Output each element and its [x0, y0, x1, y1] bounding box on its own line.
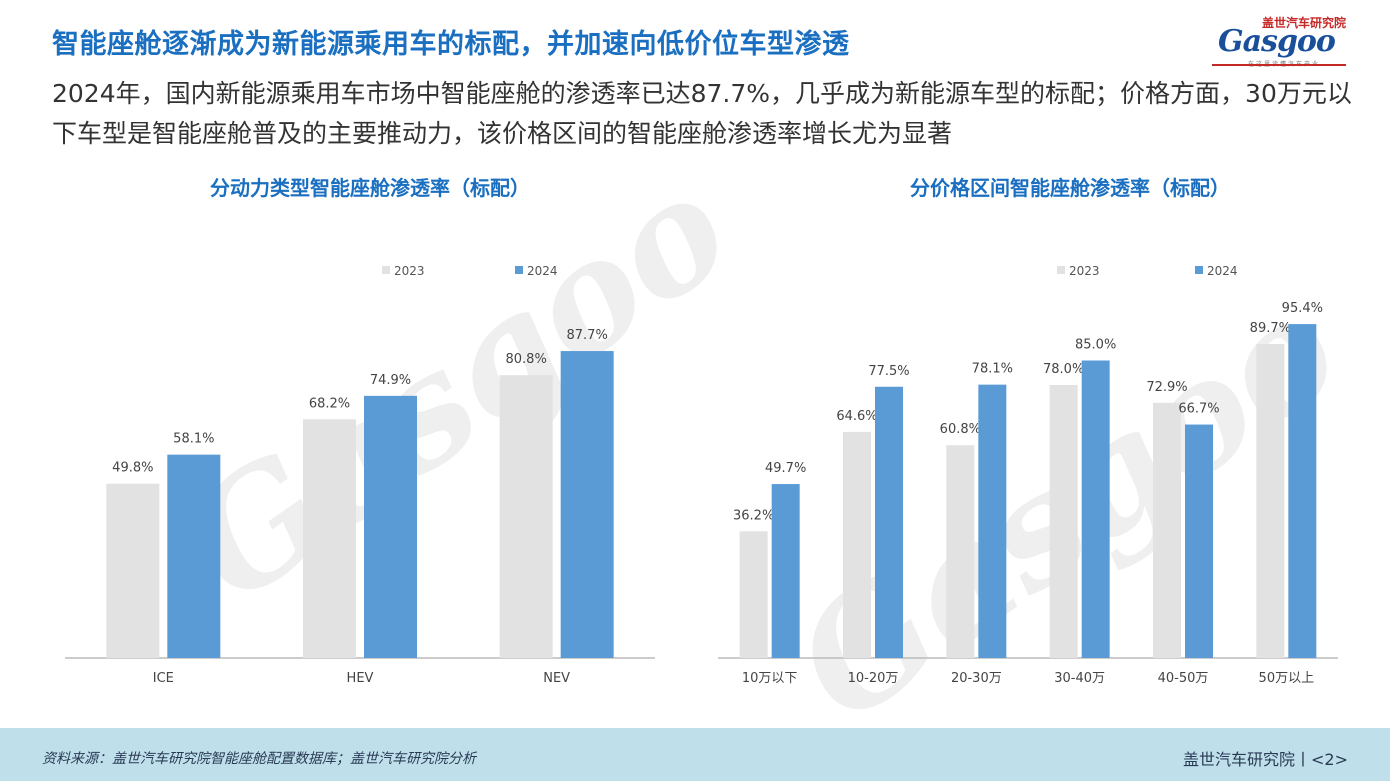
- bar-2023: [303, 419, 356, 658]
- data-label: 68.2%: [309, 396, 350, 411]
- footer-bar: 资料来源：盖世汽车研究院智能座舱配置数据库；盖世汽车研究院分析 盖世汽车研究院丨…: [0, 728, 1390, 781]
- data-label: 87.7%: [567, 328, 608, 343]
- powertrain-penetration-chart: 2023 2024 49.8% 58.1% ICE 68.2% 74.9% HEV 80.8% 8…: [65, 264, 655, 686]
- bar-2023: [843, 431, 871, 658]
- x-tick-label: 50万以上: [1259, 671, 1315, 686]
- bar-2024: [875, 386, 903, 658]
- bar-2023: [1256, 344, 1285, 658]
- chart-title-price: 分价格区间智能座舱渗透率（标配）: [910, 176, 1230, 200]
- data-label: 64.6%: [836, 409, 877, 424]
- footer-brand-page: 盖世汽车研究院丨<2>: [1183, 750, 1348, 769]
- data-label: 72.9%: [1146, 380, 1187, 395]
- legend-swatch: [515, 266, 523, 274]
- bar-2024: [1081, 360, 1110, 658]
- page-subtitle: 2024年，国内新能源乘用车市场中智能座舱的渗透率已达87.7%，几乎成为新能源…: [52, 79, 1352, 148]
- data-label: 85.0%: [1075, 338, 1116, 353]
- data-label: 74.9%: [370, 373, 411, 388]
- data-label: 36.2%: [733, 508, 774, 523]
- data-label: 66.7%: [1178, 402, 1219, 417]
- bar-2023: [106, 483, 160, 658]
- page-title: 智能座舱逐渐成为新能源乘用车的标配，并加速向低价位车型渗透: [52, 29, 850, 60]
- x-tick-label: ICE: [153, 671, 174, 686]
- x-tick-label: HEV: [347, 671, 374, 686]
- data-label: 95.4%: [1282, 301, 1323, 316]
- bar-2024: [167, 454, 221, 658]
- bar-2023: [739, 531, 768, 658]
- bar-2024: [364, 395, 417, 658]
- logo-underline: [1212, 64, 1346, 66]
- bar-2024: [560, 351, 614, 658]
- x-tick-label: 10-20万: [848, 671, 899, 686]
- legend-label: 2023: [1069, 264, 1100, 278]
- bar-2023: [499, 375, 553, 658]
- legend-swatch: [1057, 266, 1065, 274]
- logo-wordmark: Gasgoo: [1218, 24, 1336, 59]
- data-label: 60.8%: [940, 422, 981, 437]
- data-label: 58.1%: [173, 432, 214, 447]
- bar-2023: [1049, 385, 1078, 658]
- bar-2023: [946, 445, 975, 658]
- legend-swatch: [1195, 266, 1203, 274]
- bar-2024: [1288, 324, 1317, 658]
- chart-title-powertrain: 分动力类型智能座舱渗透率（标配）: [210, 176, 530, 200]
- bar-2024: [771, 484, 800, 658]
- x-tick-label: 40-50万: [1158, 671, 1209, 686]
- source-note: 资料来源：盖世汽车研究院智能座舱配置数据库；盖世汽车研究院分析: [42, 751, 476, 767]
- gasgoo-logo: 盖世汽车研究院 Gasgoo 在这里读懂汽车产业: [1212, 14, 1352, 68]
- data-label: 77.5%: [868, 364, 909, 379]
- data-label: 49.7%: [765, 461, 806, 476]
- x-tick-label: NEV: [543, 671, 570, 686]
- x-tick-label: 10万以下: [742, 671, 798, 686]
- data-label: 89.7%: [1250, 321, 1291, 336]
- data-label: 49.8%: [112, 461, 153, 476]
- legend-label: 2023: [394, 264, 425, 278]
- bar-2024: [1185, 424, 1213, 658]
- legend-label: 2024: [527, 264, 558, 278]
- price-penetration-chart: 2023 2024 36.2% 49.7% 10万以下 64.6% 77.5% 10-20万 6…: [718, 264, 1338, 686]
- bar-2024: [978, 384, 1007, 658]
- data-label: 78.0%: [1043, 362, 1084, 377]
- bar-2023: [1153, 402, 1181, 658]
- logo-chinese-name: 盖世汽车研究院: [1261, 16, 1346, 30]
- x-tick-label: 30-40万: [1054, 671, 1105, 686]
- legend-label: 2024: [1207, 264, 1238, 278]
- x-tick-label: 20-30万: [951, 671, 1002, 686]
- data-label: 80.8%: [506, 352, 547, 367]
- legend-swatch: [382, 266, 390, 274]
- data-label: 78.1%: [972, 362, 1013, 377]
